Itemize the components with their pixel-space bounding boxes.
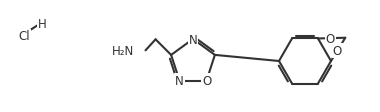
- Text: N: N: [175, 74, 184, 87]
- Text: O: O: [333, 45, 342, 58]
- Text: O: O: [326, 32, 335, 45]
- Text: H₂N: H₂N: [112, 44, 135, 57]
- Text: Cl: Cl: [18, 30, 30, 43]
- Text: N: N: [188, 33, 197, 46]
- Text: O: O: [202, 74, 211, 87]
- Text: H: H: [38, 17, 46, 30]
